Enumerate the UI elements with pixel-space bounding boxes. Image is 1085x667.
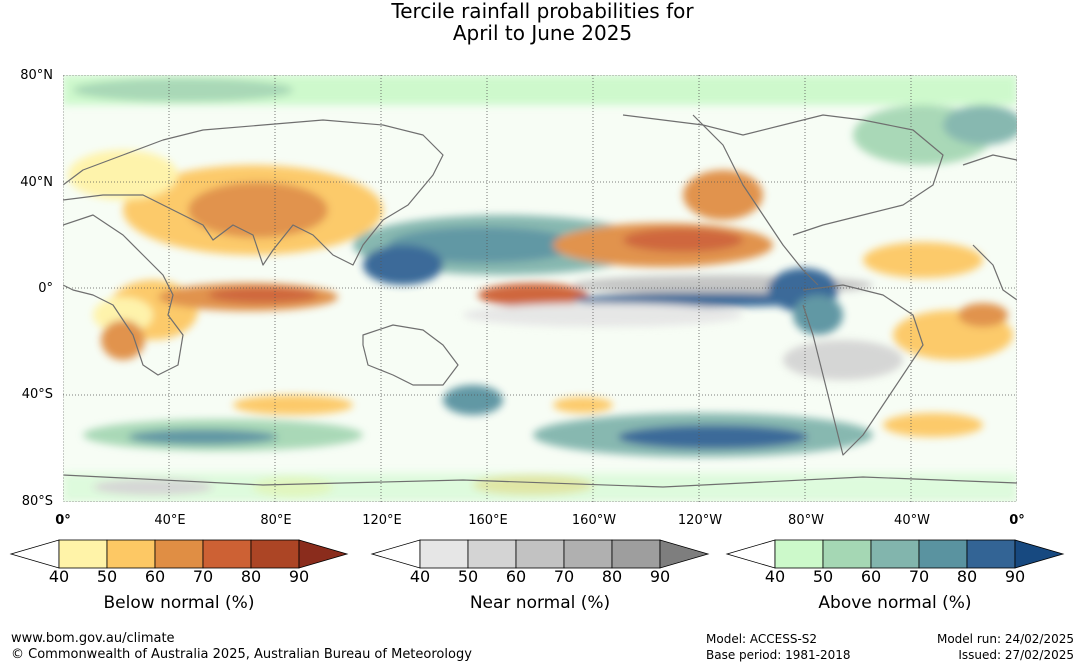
near-tick-40: 40	[409, 567, 431, 586]
lon-label-40e: 40°E	[154, 513, 186, 528]
lon-label-120w: 120°W	[677, 513, 723, 528]
near-normal-legend-swatch	[515, 539, 565, 569]
footer-issued: Issued: 27/02/2025	[958, 648, 1074, 662]
lon-label-0-east: 0°	[1009, 513, 1025, 528]
below-normal-legend-swatch	[58, 539, 108, 569]
lon-label-160e: 160°E	[468, 513, 508, 528]
below-normal-legend-lower-arrow	[9, 539, 60, 569]
legend-colorbars	[9, 539, 1065, 569]
lon-label-120e: 120°E	[362, 513, 402, 528]
above-tick-80: 80	[956, 567, 978, 586]
below-tick-90: 90	[288, 567, 310, 586]
near-tick-70: 70	[553, 567, 575, 586]
footer-copyright: © Commonwealth of Australia 2025, Austra…	[11, 647, 472, 662]
map-title-line2: April to June 2025	[452, 21, 633, 45]
lat-label-40n: 40°N	[20, 175, 53, 190]
near-normal-legend-upper-arrow	[659, 539, 710, 569]
rainfall-probability-map	[63, 75, 1017, 502]
lon-label-160w: 160°W	[571, 513, 617, 528]
below-normal-legend-swatch	[154, 539, 204, 569]
footer-model-run: Model run: 24/02/2025	[936, 632, 1074, 646]
above-tick-60: 60	[860, 567, 882, 586]
above-normal-legend-title: Above normal (%)	[818, 593, 972, 613]
below-normal-legend-swatch	[250, 539, 300, 569]
below-tick-70: 70	[192, 567, 214, 586]
above-tick-40: 40	[764, 567, 786, 586]
above-normal-legend-lower-arrow	[725, 539, 776, 569]
below-tick-40: 40	[48, 567, 70, 586]
footer-website[interactable]: www.bom.gov.au/climate	[11, 631, 175, 646]
near-tick-90: 90	[649, 567, 671, 586]
above-normal-legend-swatch	[774, 539, 824, 569]
above-tick-50: 50	[812, 567, 834, 586]
near-tick-50: 50	[457, 567, 479, 586]
near-tick-60: 60	[505, 567, 527, 586]
above-normal-legend-swatch	[966, 539, 1016, 569]
lon-label-80e: 80°E	[260, 513, 292, 528]
below-tick-50: 50	[96, 567, 118, 586]
lon-label-80w: 80°W	[788, 513, 824, 528]
footer-model: Model: ACCESS-S2	[706, 632, 818, 646]
above-tick-70: 70	[908, 567, 930, 586]
below-normal-legend-swatch	[202, 539, 252, 569]
near-normal-legend-swatch	[611, 539, 661, 569]
footer-base-period: Base period: 1981-2018	[706, 648, 851, 662]
lat-label-80n: 80°N	[20, 68, 53, 83]
below-tick-60: 60	[144, 567, 166, 586]
lon-label-0: 0°	[55, 513, 71, 528]
above-normal-legend-swatch	[822, 539, 872, 569]
lat-label-80s: 80°S	[21, 494, 53, 509]
near-normal-legend-swatch	[563, 539, 613, 569]
near-tick-80: 80	[601, 567, 623, 586]
below-normal-legend-upper-arrow	[298, 539, 349, 569]
below-normal-legend-title: Below normal (%)	[103, 593, 255, 613]
above-tick-90: 90	[1004, 567, 1026, 586]
near-normal-legend-title: Near normal (%)	[469, 593, 611, 613]
below-tick-80: 80	[240, 567, 262, 586]
lon-label-40w: 40°W	[894, 513, 930, 528]
map-title-line1: Tercile rainfall probabilities for	[391, 0, 694, 23]
near-normal-legend-swatch	[467, 539, 517, 569]
above-normal-legend-swatch	[918, 539, 968, 569]
near-normal-legend-swatch	[419, 539, 469, 569]
above-normal-legend-upper-arrow	[1014, 539, 1065, 569]
above-normal-legend-swatch	[870, 539, 920, 569]
lat-label-40s: 40°S	[21, 387, 53, 402]
below-normal-legend-swatch	[106, 539, 156, 569]
lat-label-eq: 0°	[38, 281, 53, 296]
near-normal-legend-lower-arrow	[370, 539, 421, 569]
